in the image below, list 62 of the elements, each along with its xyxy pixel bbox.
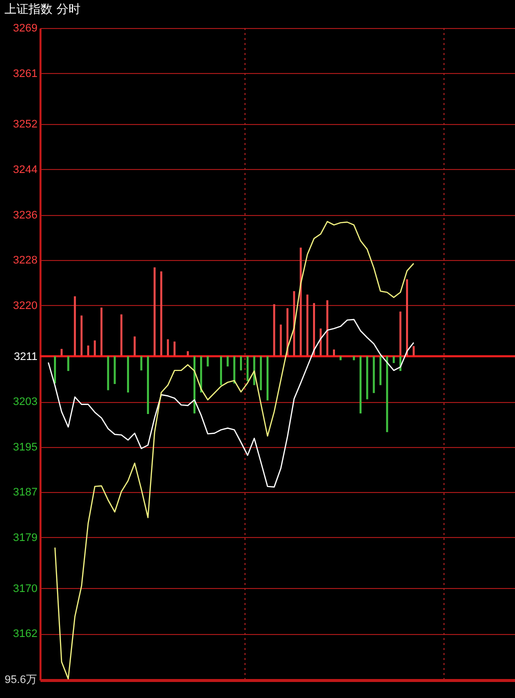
bar: [220, 356, 222, 386]
bar: [266, 356, 269, 400]
bar: [206, 356, 209, 366]
bar: [406, 279, 408, 356]
bar: [54, 356, 56, 384]
bar: [120, 314, 122, 356]
y-tick-label: 3195: [13, 441, 38, 454]
bar: [154, 267, 156, 356]
bar: [300, 248, 302, 356]
bar: [386, 356, 388, 432]
bar: [127, 356, 130, 392]
bar: [107, 356, 110, 390]
bar: [240, 356, 242, 370]
bar: [260, 356, 262, 390]
bar: [313, 303, 316, 356]
bar: [233, 356, 236, 384]
bar: [246, 356, 249, 382]
y-tick-label: 3261: [13, 68, 38, 80]
y-tick-label: 3211: [14, 350, 38, 363]
bar: [306, 294, 308, 356]
bar: [174, 342, 176, 356]
line-series: [48, 318, 414, 488]
bar: [146, 356, 149, 414]
bar: [74, 296, 76, 356]
bar: [114, 356, 116, 384]
y-tick-label: 3179: [13, 532, 38, 544]
bar: [160, 271, 162, 356]
bar: [379, 356, 382, 386]
y-tick-label: 3187: [13, 486, 38, 499]
bar: [80, 316, 83, 356]
bar: [293, 291, 296, 356]
y-tick-label: 3269: [13, 22, 38, 34]
bar: [280, 324, 282, 356]
y-tick-label: 3252: [13, 118, 38, 131]
bar: [226, 356, 229, 366]
bar: [140, 356, 142, 370]
bar: [134, 336, 136, 356]
bar: [193, 356, 196, 414]
bar: [100, 308, 102, 356]
y-tick-label: 3203: [13, 396, 38, 408]
chart-title: 上证指数 分时: [4, 2, 80, 16]
line-series: [54, 220, 414, 680]
y-tick-label: 3162: [13, 628, 38, 640]
bar: [166, 339, 169, 356]
y-tick-label: 3220: [13, 300, 38, 312]
bar: [94, 340, 96, 356]
bar: [200, 356, 202, 392]
y-tick-label: 3236: [13, 209, 38, 222]
y-tick-label: 3228: [13, 254, 38, 267]
text: 95.6万: [4, 674, 37, 686]
y-tick-label: 3244: [13, 164, 38, 176]
bar: [399, 312, 402, 356]
bar: [372, 356, 375, 394]
bar: [412, 346, 415, 356]
bar: [392, 356, 395, 364]
bar: [366, 356, 368, 400]
bar: [360, 356, 362, 414]
bar: [67, 356, 70, 371]
bar: [326, 300, 328, 356]
y-tick-label: 3170: [13, 582, 38, 595]
bar: [273, 304, 276, 356]
bar: [87, 346, 90, 356]
